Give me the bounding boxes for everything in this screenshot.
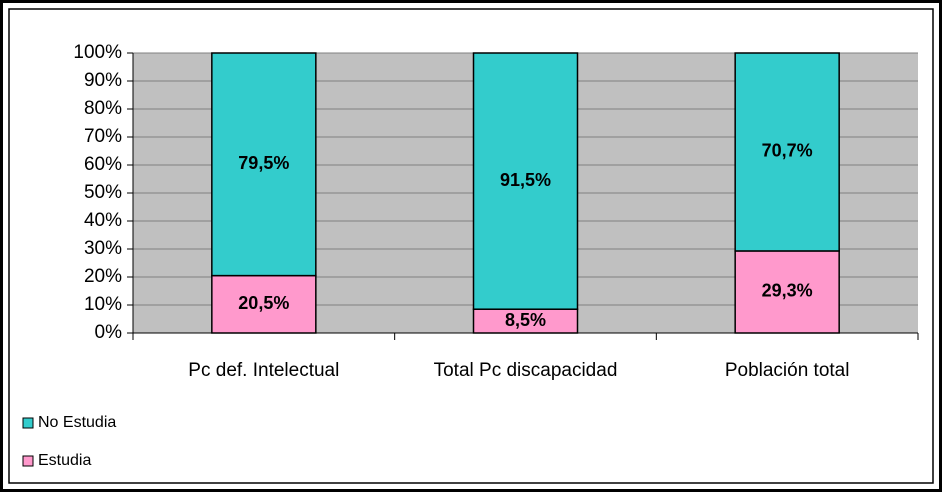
inner-frame	[8, 8, 934, 484]
x-tick-label: Pc def. Intelectual	[188, 360, 339, 381]
legend-swatch	[22, 417, 34, 429]
y-tick-label: 40%	[84, 210, 122, 231]
legend-label: Estudia	[38, 452, 91, 469]
data-label: 70,7%	[762, 141, 813, 161]
bar-segment	[211, 274, 317, 334]
bar-segment	[734, 52, 840, 252]
data-label: 20,5%	[238, 293, 289, 313]
bar-segment	[211, 52, 317, 277]
y-tick-label: 100%	[73, 42, 122, 63]
legend-swatch	[22, 455, 34, 467]
bar-segment	[472, 52, 579, 310]
y-tick-label: 0%	[95, 322, 123, 343]
y-tick-label: 60%	[84, 154, 122, 175]
y-tick-label: 30%	[84, 238, 122, 259]
y-tick-label: 10%	[84, 294, 122, 315]
y-tick-label: 80%	[84, 98, 122, 119]
data-label: 8,5%	[505, 310, 546, 330]
data-label: 79,5%	[238, 153, 289, 173]
data-label: 91,5%	[500, 170, 551, 190]
x-tick-label: Total Pc discapacidad	[434, 360, 618, 381]
y-tick-label: 70%	[84, 126, 122, 147]
y-tick-label: 20%	[84, 266, 122, 287]
data-label: 29,3%	[762, 281, 813, 301]
x-tick-label: Población total	[725, 360, 850, 381]
y-tick-label: 90%	[84, 70, 122, 91]
legend-label: No Estudia	[38, 414, 116, 431]
y-tick-label: 50%	[84, 182, 122, 203]
bar-segment	[734, 250, 840, 334]
